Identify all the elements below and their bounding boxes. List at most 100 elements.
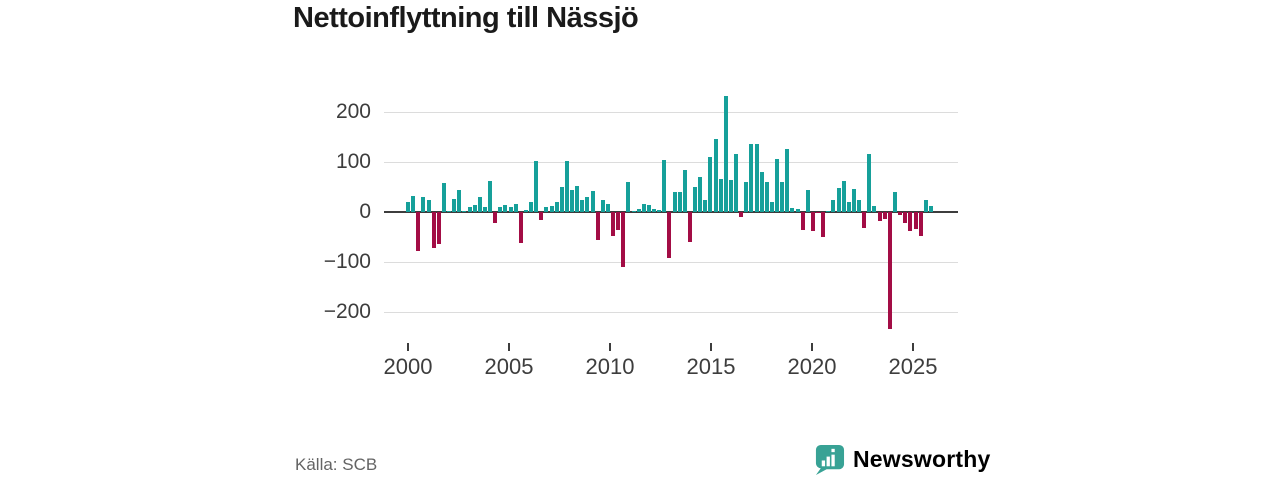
bar	[846, 202, 851, 212]
bar	[406, 202, 410, 212]
bar	[805, 189, 810, 212]
y-axis-tick-label: −100	[323, 250, 371, 273]
bar	[816, 212, 821, 213]
bar	[785, 148, 790, 212]
bar	[831, 200, 836, 212]
bar	[611, 212, 616, 236]
bar	[652, 208, 657, 212]
bar	[862, 212, 867, 228]
bar	[636, 208, 641, 212]
x-axis-tick	[609, 343, 611, 351]
bar	[759, 171, 764, 212]
chart-x-axis: 2000 2005 2010 2015 2020 2025	[384, 343, 946, 383]
bar	[462, 211, 467, 212]
bar	[662, 159, 667, 212]
bar	[810, 212, 815, 231]
bar	[887, 212, 892, 329]
bar	[529, 202, 534, 212]
bar	[682, 170, 687, 212]
bar	[549, 206, 554, 212]
gridline	[384, 312, 958, 313]
bar	[913, 212, 918, 229]
bar	[867, 154, 872, 212]
bar	[754, 144, 759, 212]
bar	[508, 207, 513, 212]
bar	[882, 212, 887, 219]
bar	[513, 203, 518, 212]
bar	[821, 212, 826, 237]
bar	[457, 190, 462, 212]
bar	[775, 158, 780, 212]
y-axis-tick-label: 200	[335, 100, 371, 123]
bar	[657, 209, 662, 212]
bar	[892, 191, 897, 212]
bar	[667, 212, 672, 258]
bar	[472, 204, 477, 212]
bar	[554, 202, 559, 212]
gridline	[384, 162, 958, 163]
bar	[631, 211, 636, 212]
chart-title: Nettoinflyttning till Nässjö	[293, 2, 639, 34]
bar	[585, 197, 590, 212]
bar	[564, 160, 569, 212]
bar	[672, 191, 677, 212]
bar	[605, 203, 610, 212]
bar	[518, 212, 523, 243]
bar	[431, 212, 436, 248]
x-axis-tick-label: 2015	[686, 354, 736, 379]
bar	[728, 180, 733, 212]
bar	[908, 212, 913, 231]
bar	[580, 200, 585, 212]
bar	[739, 212, 744, 217]
bar	[698, 177, 703, 212]
x-axis-tick-label: 2005	[484, 354, 534, 379]
bar	[708, 157, 713, 212]
bar	[718, 179, 723, 212]
gridline	[384, 112, 958, 113]
bar	[764, 182, 769, 212]
bar	[600, 199, 605, 212]
bar	[851, 188, 856, 212]
bar	[769, 202, 774, 212]
bar	[795, 209, 800, 212]
bar	[452, 198, 457, 212]
bar	[646, 205, 651, 212]
brand-name: Newsworthy	[853, 445, 991, 472]
y-axis-tick-label: −200	[323, 300, 371, 323]
bar	[523, 210, 528, 212]
chart-bars	[406, 87, 934, 337]
bar	[534, 160, 539, 212]
bar	[877, 212, 882, 221]
gridline	[384, 262, 958, 263]
bar	[467, 207, 472, 212]
bar	[928, 205, 933, 212]
bar	[857, 200, 862, 212]
newsworthy-bar-chart-icon	[814, 444, 845, 475]
bar	[903, 212, 908, 223]
bar	[498, 207, 503, 212]
bar	[426, 200, 431, 212]
source-label: Källa: SCB	[295, 455, 378, 474]
bar	[626, 182, 631, 212]
bar	[641, 203, 646, 212]
bar	[570, 189, 575, 212]
bar	[595, 212, 600, 240]
bar	[836, 188, 841, 212]
x-axis-tick	[508, 343, 510, 351]
bar	[539, 212, 544, 220]
bar	[482, 207, 487, 212]
bar	[734, 154, 739, 212]
bar	[544, 207, 549, 212]
bar	[590, 190, 595, 212]
bar	[703, 200, 708, 212]
bar	[898, 212, 903, 215]
bar	[677, 192, 682, 212]
brand-logo: Newsworthy	[814, 443, 990, 475]
bar	[923, 199, 928, 212]
bar	[800, 212, 805, 230]
bar	[488, 180, 493, 212]
bar	[693, 186, 698, 212]
bar	[559, 187, 564, 212]
x-axis-tick-label: 2000	[383, 354, 433, 379]
bar	[723, 96, 728, 212]
